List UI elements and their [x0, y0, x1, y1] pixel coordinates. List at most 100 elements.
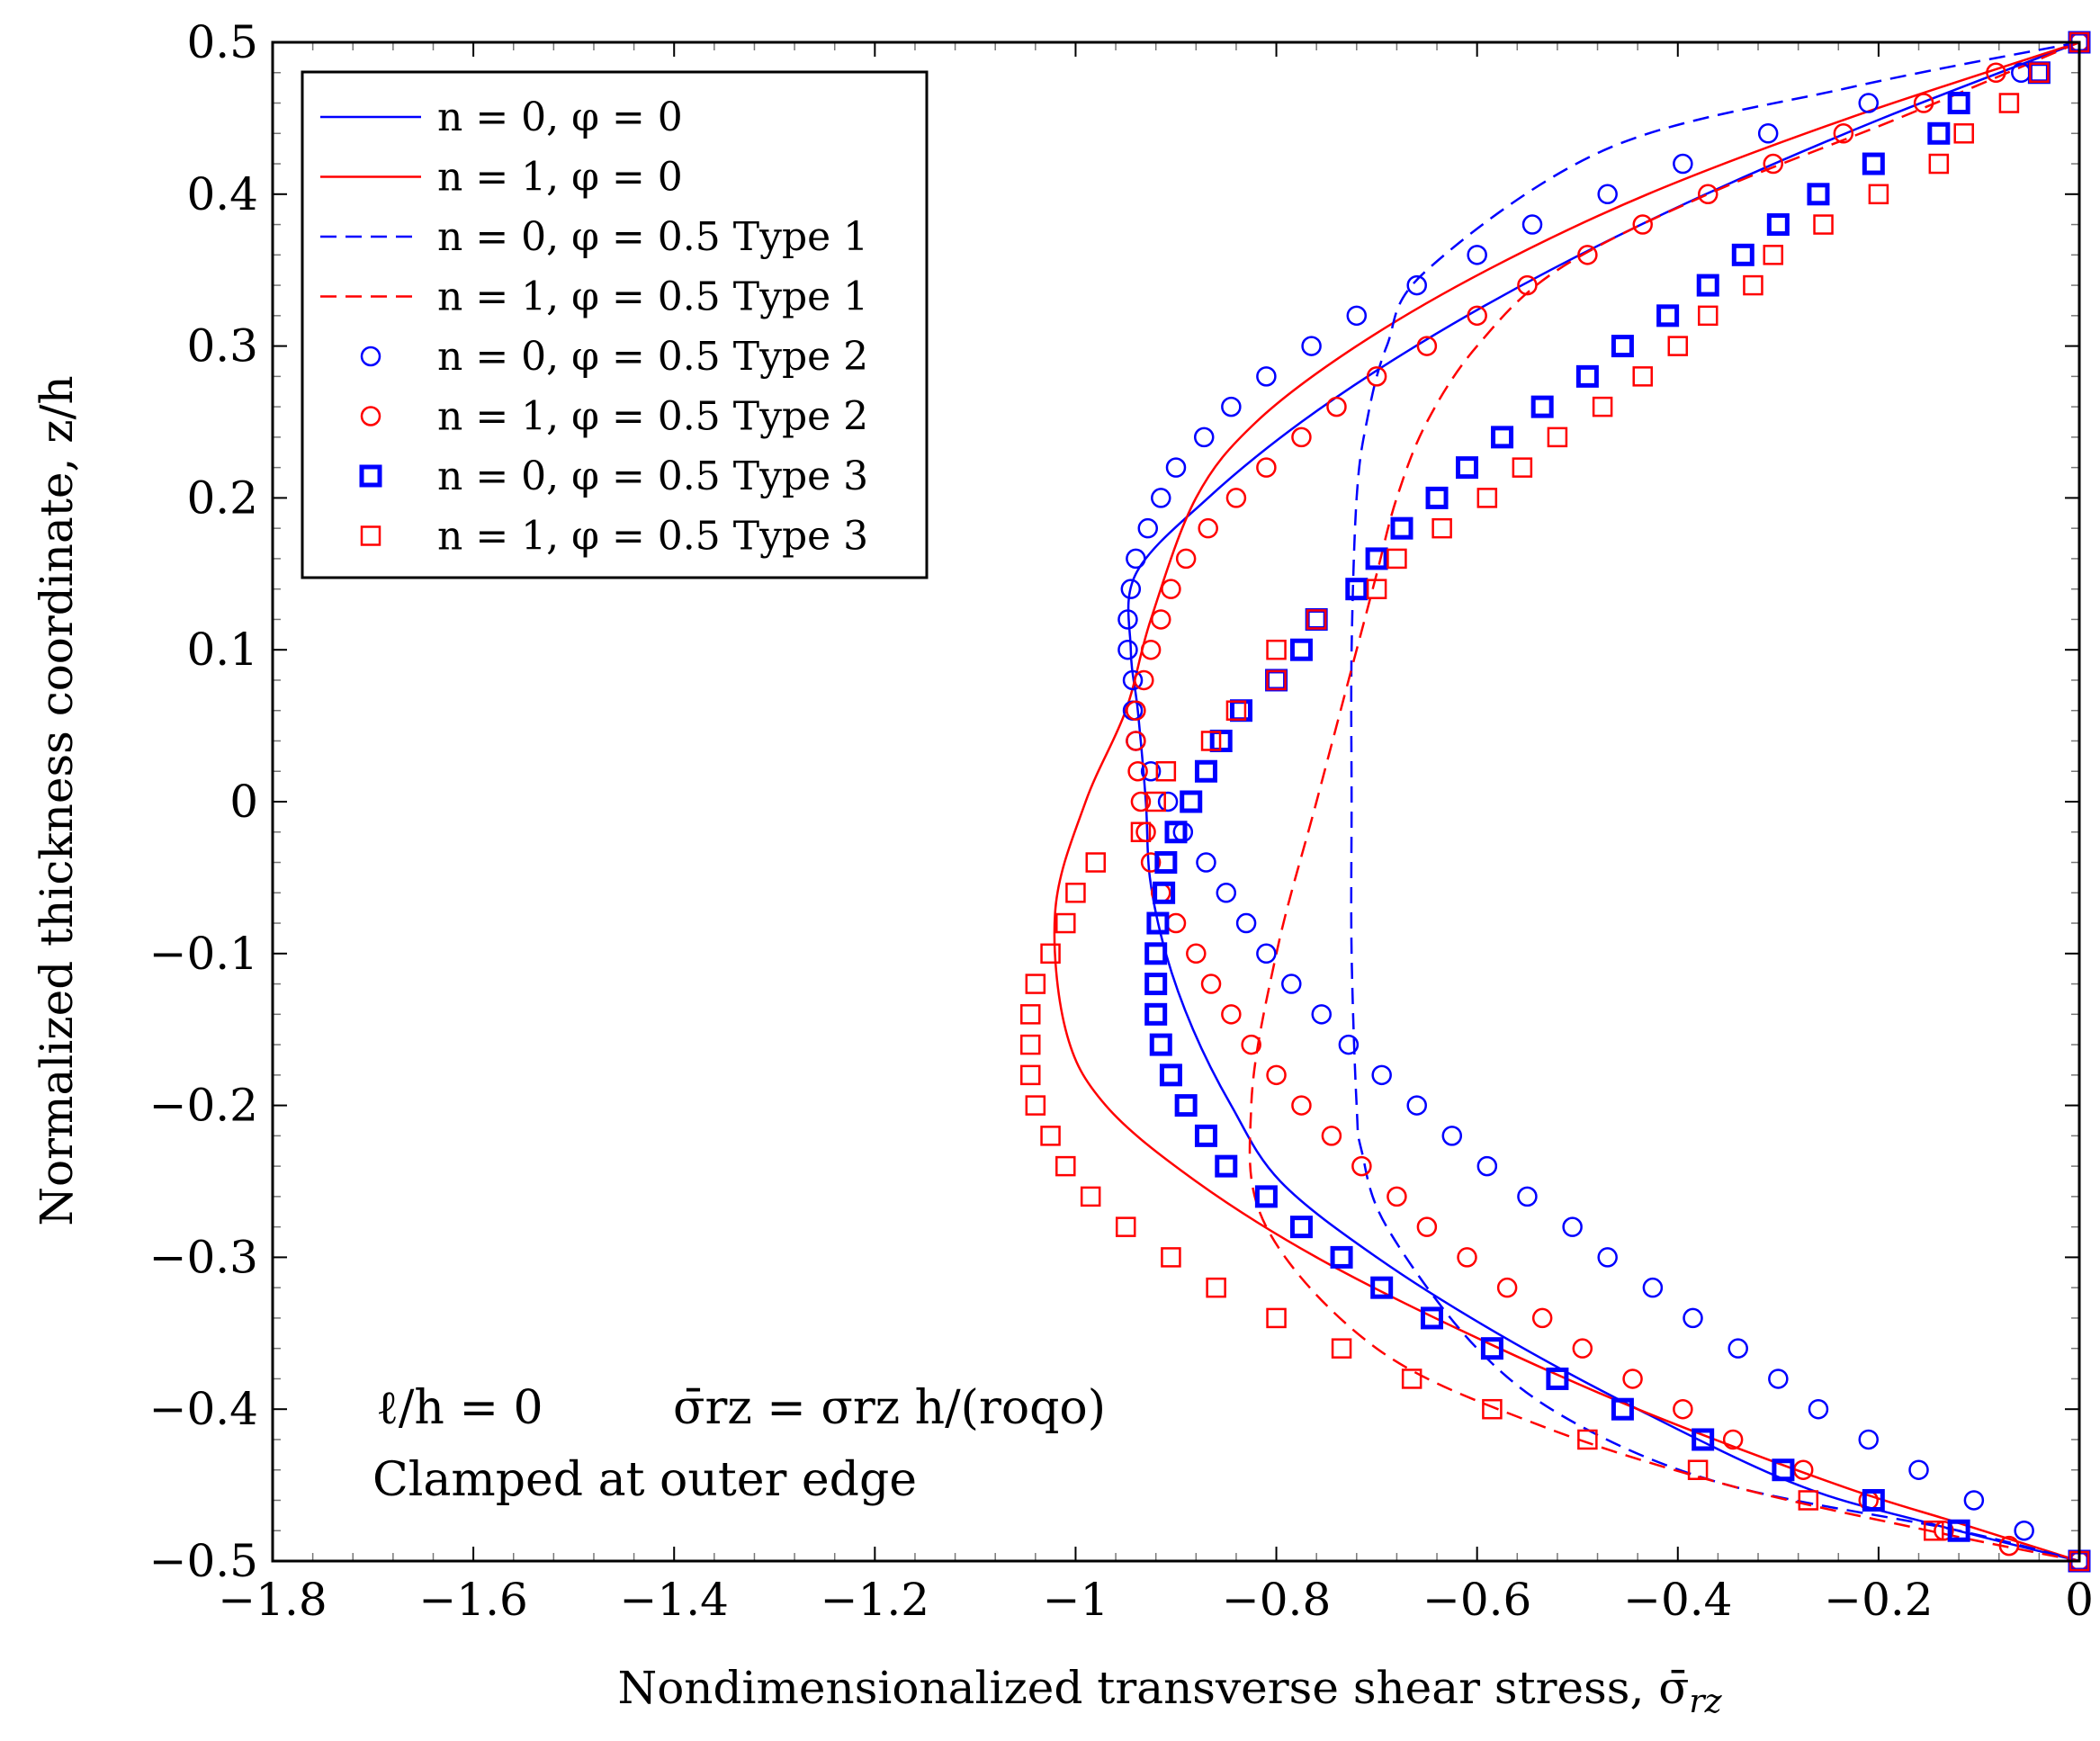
series-8-point	[1025, 1095, 1046, 1116]
series-8-point	[1019, 1004, 1041, 1025]
x-tick-label: −0.4	[1623, 1574, 1732, 1626]
series-5-point	[1122, 669, 1144, 691]
x-tick-label: −0.6	[1422, 1574, 1531, 1626]
series-7-point	[1692, 1428, 1715, 1451]
series-6-point	[1200, 974, 1222, 994]
legend-marker-swatch	[360, 346, 381, 367]
y-tick-label: −0.5	[149, 1535, 258, 1587]
legend-label: n = 1, φ = 0.5 Type 3	[437, 514, 868, 560]
series-6-point	[1221, 1004, 1242, 1025]
series-8-point	[1512, 457, 1533, 478]
series-8-point	[1161, 1247, 1181, 1268]
series-7-point	[1265, 669, 1288, 692]
series-7-point	[1491, 426, 1514, 449]
series-7-point	[1575, 364, 1599, 388]
series-6-point	[1140, 852, 1162, 873]
y-tick-label: −0.4	[149, 1383, 258, 1435]
series-8-point	[1040, 943, 1061, 965]
x-tick-labels: −1.8 −1.6 −1.4 −1.2 −1 −0.8 −0.6 −0.4 −0.2 0	[218, 1574, 2094, 1626]
series-7-point	[1230, 699, 1253, 722]
series-6-point	[1291, 1095, 1312, 1116]
series-6-point	[1140, 639, 1162, 660]
series-8-point	[1366, 579, 1387, 599]
series-7-point	[2027, 61, 2051, 85]
legend-entry: n = 0, φ = 0.5 Type 1	[320, 214, 868, 260]
series-6-point	[1165, 912, 1187, 934]
legend-entry: n = 1, φ = 0.5 Type 1	[320, 274, 868, 320]
series-6-point	[1127, 760, 1148, 782]
series-5-point	[1126, 548, 1146, 570]
series-7-point	[1420, 1306, 1443, 1330]
series-8-point	[1040, 1126, 1061, 1146]
series-6-point	[1517, 274, 1538, 296]
legend-label: n = 0, φ = 0.5 Type 2	[437, 334, 868, 380]
series-5-point	[1642, 1277, 1664, 1298]
series-7-point	[1194, 1124, 1217, 1147]
series-5-point	[1728, 1338, 1748, 1359]
series-7-point	[1390, 516, 1413, 540]
series-6-point	[1457, 1247, 1477, 1268]
series-7-point	[1144, 942, 1168, 965]
series-8-point	[1763, 245, 1784, 265]
series-5-point	[1281, 974, 1302, 994]
series-6-point	[1151, 609, 1171, 630]
series-7-point	[1772, 1458, 1795, 1482]
series-8-point	[1482, 1398, 1503, 1420]
legend-label: n = 0, φ = 0.5 Type 3	[437, 453, 868, 499]
series-5-point	[2014, 1520, 2034, 1541]
y-tick-label: 0.4	[186, 168, 258, 220]
series-8-point	[1025, 974, 1046, 994]
y-tick-label: 0.5	[186, 16, 258, 68]
series-6-point	[1531, 1307, 1553, 1329]
series-8-point	[1055, 1155, 1076, 1177]
series-7-point	[1154, 851, 1178, 875]
series-line-4	[1248, 42, 2079, 1561]
series-8-point	[1687, 1459, 1709, 1480]
legend-entry: n = 1, φ = 0.5 Type 3	[360, 514, 868, 560]
series-5-point	[1338, 1034, 1360, 1055]
series-5-point	[1346, 305, 1368, 327]
annotation-stress-definition: σ̄rz = σrz h/(roqo)	[673, 1381, 1106, 1435]
legend-entry: n = 1, φ = 0.5 Type 2	[360, 394, 868, 440]
series-7-point	[1731, 243, 1754, 266]
y-tick-label: 0.1	[186, 624, 258, 676]
series-7-point	[1159, 1063, 1182, 1087]
series-7-point	[1611, 1397, 1634, 1421]
series-6-point	[1577, 245, 1598, 265]
series-7-point	[1144, 1002, 1168, 1026]
series-6-point	[1416, 336, 1438, 356]
series-6-point	[1366, 366, 1387, 387]
series-5-point	[1597, 1247, 1618, 1268]
series-5-point	[1196, 852, 1216, 873]
series-7-point	[1927, 121, 1951, 145]
legend-marker-swatch	[360, 406, 381, 426]
legend-label: n = 1, φ = 0.5 Type 2	[437, 394, 868, 440]
series-6-point	[1161, 579, 1181, 599]
series-6-point	[1126, 700, 1146, 721]
series-8-point	[1331, 1338, 1352, 1359]
series-6-point	[1572, 1338, 1593, 1359]
series-8-point	[1953, 123, 1974, 144]
series-6-point	[1291, 426, 1312, 448]
legend-entry: n = 1, φ = 0	[320, 155, 683, 201]
series-8-point	[1798, 1490, 1819, 1511]
series-6-point	[1266, 1064, 1287, 1086]
series-5-point	[1216, 883, 1237, 903]
legend-label: n = 1, φ = 0	[437, 155, 683, 201]
series-5-point	[1140, 760, 1162, 782]
series-6-point	[1416, 1216, 1438, 1237]
series-7-point	[1947, 1519, 1970, 1542]
series-8-point	[1266, 639, 1287, 660]
legend: n = 0, φ = 0 n = 1, φ = 0 n = 0, φ = 0.5 T…	[301, 70, 929, 579]
series-6-point	[1241, 1034, 1261, 1055]
series-8-point	[1206, 1277, 1226, 1298]
x-tick-label: −1.6	[418, 1574, 527, 1626]
series-8-point	[1130, 821, 1152, 843]
y-tick-label: −0.2	[149, 1080, 258, 1132]
series-7-point	[1807, 183, 1830, 206]
series-8-point	[1476, 488, 1498, 508]
series-8-point	[1266, 1307, 1287, 1329]
series-6-point	[1351, 1155, 1372, 1177]
series-8-point	[1923, 1520, 1944, 1541]
series-6-point	[1722, 1429, 1744, 1450]
